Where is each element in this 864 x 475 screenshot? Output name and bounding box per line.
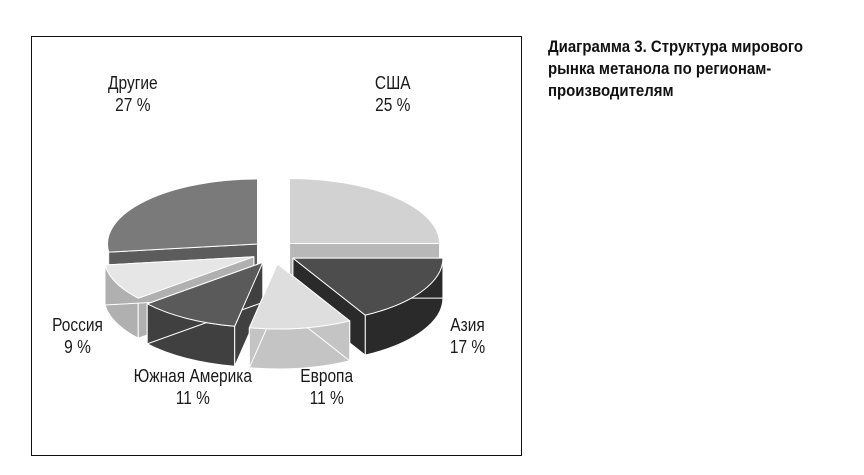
slice-label-asia: Азия 17 % (450, 314, 485, 358)
slice-label-usa-value: 25 % (375, 95, 411, 115)
pie-slices (104, 177, 444, 370)
slice-label-russia-value: 9 % (64, 337, 91, 357)
slice-label-europe-name: Европа (300, 366, 354, 386)
slice-label-south-america-name: Южная Америка (133, 366, 253, 386)
slice-label-other: Другие 27 % (108, 72, 158, 116)
slice-label-south-america-value: 11 % (175, 388, 210, 408)
slice-label-other-name: Другие (108, 73, 158, 93)
slice-азия-top (292, 257, 444, 316)
slice-label-asia-value: 17 % (449, 337, 486, 357)
slice-label-russia: Россия 9 % (52, 314, 103, 358)
slice-label-russia-name: Россия (52, 315, 103, 335)
slice-label-europe-value: 11 % (309, 388, 344, 408)
slice-label-other-value: 27 % (115, 95, 151, 115)
slice-европа-top (248, 263, 351, 330)
slice-южная-америка-top (146, 261, 264, 327)
slice-label-south-america: Южная Америка 11 % (134, 365, 252, 409)
slice-label-asia-name: Азия (450, 315, 485, 335)
slice-label-usa-name: США (374, 73, 411, 93)
slice-россия-top (104, 256, 255, 299)
slice-другие-top (107, 178, 258, 253)
slice-label-europe: Европа 11 % (300, 365, 353, 409)
slice-южная-америка-group (146, 261, 264, 367)
slice-label-usa: США 25 % (375, 72, 411, 116)
slice-европа-group (248, 263, 351, 370)
slice-сша-top (289, 177, 441, 244)
pie-chart (104, 177, 444, 370)
chart-caption: Диаграмма 3. Структура мирового рынка ме… (548, 37, 804, 100)
